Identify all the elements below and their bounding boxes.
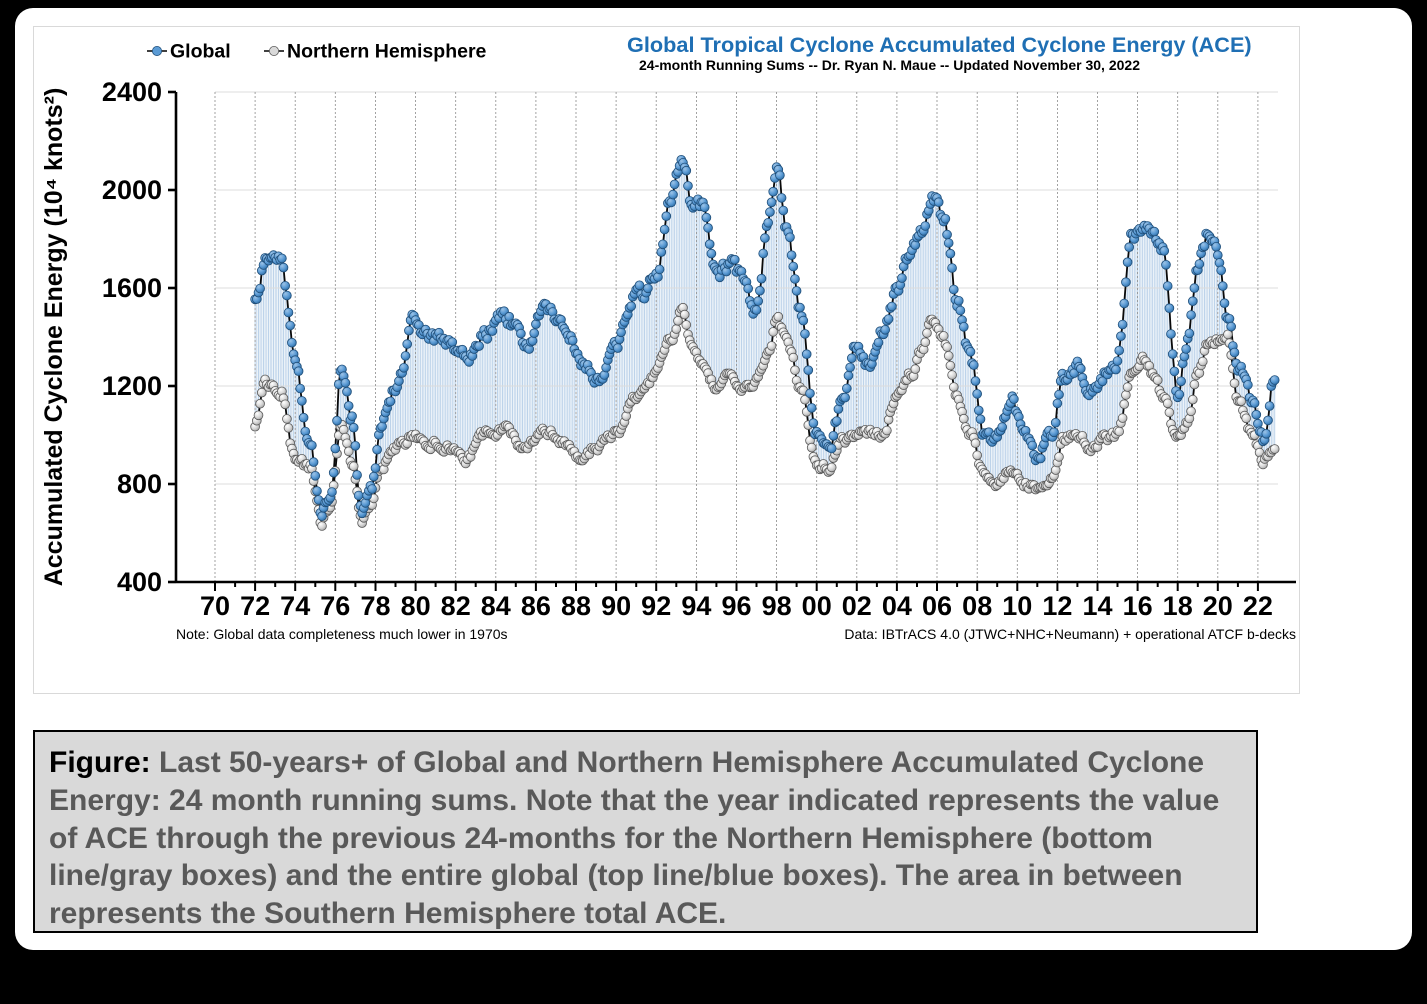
svg-text:72: 72 bbox=[240, 591, 270, 621]
svg-text:22: 22 bbox=[1243, 591, 1273, 621]
svg-text:76: 76 bbox=[320, 591, 350, 621]
svg-text:02: 02 bbox=[842, 591, 872, 621]
svg-text:Accumulated Cyclone Energy (10: Accumulated Cyclone Energy (10⁴ knots²) bbox=[40, 88, 68, 587]
svg-text:06: 06 bbox=[922, 591, 952, 621]
svg-text:2400: 2400 bbox=[102, 77, 162, 107]
svg-text:Northern Hemisphere: Northern Hemisphere bbox=[287, 41, 487, 63]
svg-text:78: 78 bbox=[360, 591, 390, 621]
svg-text:10: 10 bbox=[1002, 591, 1032, 621]
svg-text:Note: Global data completenes: Note: Global data completeness much lowe… bbox=[176, 626, 508, 642]
svg-text:94: 94 bbox=[681, 591, 711, 621]
svg-text:14: 14 bbox=[1082, 591, 1112, 621]
svg-text:90: 90 bbox=[601, 591, 631, 621]
svg-text:96: 96 bbox=[721, 591, 751, 621]
svg-text:24-month Running Sums -- Dr. R: 24-month Running Sums -- Dr. Ryan N. Mau… bbox=[639, 57, 1140, 73]
svg-text:Global Tropical Cyclone Accumu: Global Tropical Cyclone Accumulated Cycl… bbox=[627, 32, 1252, 57]
svg-text:08: 08 bbox=[962, 591, 992, 621]
svg-text:88: 88 bbox=[561, 591, 591, 621]
svg-text:1200: 1200 bbox=[102, 371, 162, 401]
svg-text:74: 74 bbox=[280, 591, 310, 621]
svg-text:800: 800 bbox=[117, 469, 162, 499]
svg-text:1600: 1600 bbox=[102, 273, 162, 303]
svg-text:84: 84 bbox=[481, 591, 511, 621]
svg-text:92: 92 bbox=[641, 591, 671, 621]
svg-text:82: 82 bbox=[441, 591, 471, 621]
svg-text:18: 18 bbox=[1163, 591, 1193, 621]
svg-text:86: 86 bbox=[521, 591, 551, 621]
svg-text:04: 04 bbox=[882, 591, 912, 621]
svg-text:00: 00 bbox=[802, 591, 832, 621]
svg-text:400: 400 bbox=[117, 567, 162, 597]
svg-text:98: 98 bbox=[762, 591, 792, 621]
svg-text:12: 12 bbox=[1042, 591, 1072, 621]
svg-text:70: 70 bbox=[200, 591, 230, 621]
svg-text:Global: Global bbox=[170, 41, 231, 63]
svg-text:16: 16 bbox=[1123, 591, 1153, 621]
svg-text:2000: 2000 bbox=[102, 175, 162, 205]
svg-text:20: 20 bbox=[1203, 591, 1233, 621]
svg-text:80: 80 bbox=[401, 591, 431, 621]
svg-text:Data: IBTrACS 4.0 (JTWC+NHC+Ne: Data: IBTrACS 4.0 (JTWC+NHC+Neumann) + o… bbox=[844, 626, 1296, 642]
